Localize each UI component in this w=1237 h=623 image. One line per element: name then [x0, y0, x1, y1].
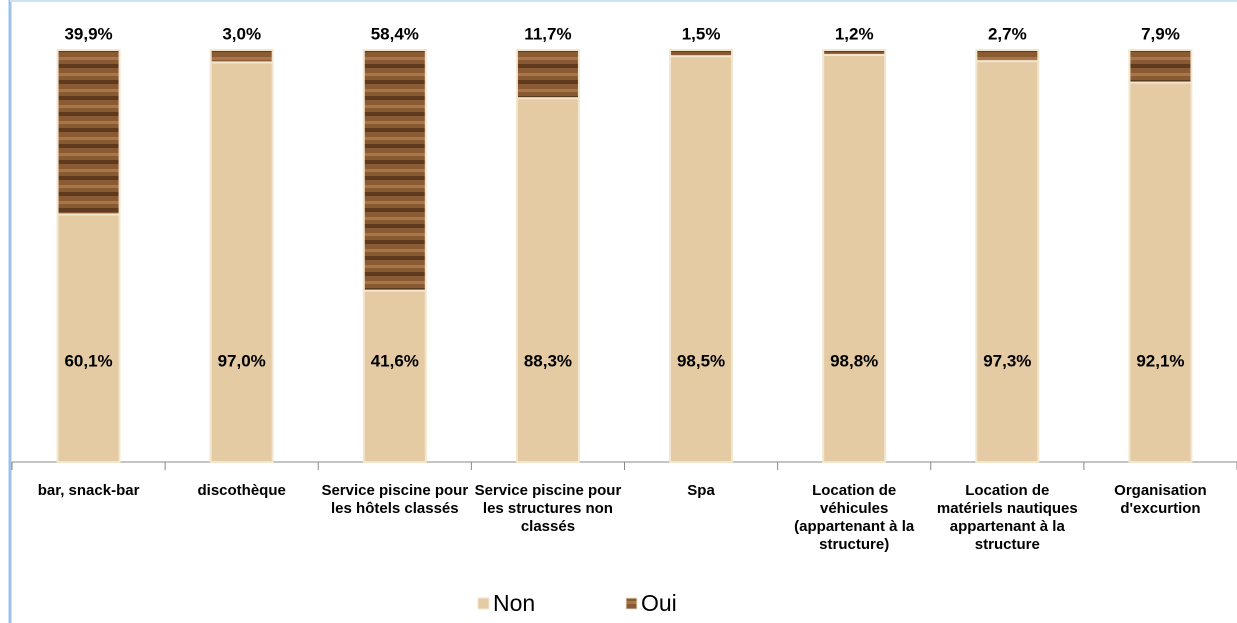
bar-segment: [975, 60, 1040, 464]
bar-segment: [209, 49, 274, 64]
value-label: 11,7%: [524, 24, 571, 43]
bar-segment: [669, 55, 734, 464]
value-label: 60,1%: [64, 351, 112, 370]
x-tick-label: Spa: [687, 482, 715, 499]
value-label: 97,0%: [218, 351, 266, 370]
x-tick-label: Location de matériels nautiques apparten…: [936, 482, 1078, 553]
value-label: 98,8%: [830, 351, 878, 370]
bar-segment: [975, 49, 1040, 63]
bar-segment: [822, 53, 887, 463]
bar-segment: [56, 213, 121, 463]
legend-label: Oui: [641, 590, 677, 616]
bar-segment: [362, 49, 427, 292]
value-label: 1,2%: [835, 24, 874, 43]
bar-segment: [56, 49, 121, 216]
x-tick-label: Organisation d'excurtion: [1114, 482, 1207, 517]
value-label: 88,3%: [524, 351, 572, 370]
value-label: 97,3%: [983, 351, 1031, 370]
value-label: 39,9%: [64, 24, 112, 43]
x-tick-label: bar, snack-bar: [37, 482, 140, 499]
value-label: 2,7%: [988, 24, 1027, 43]
bar-segment: [209, 61, 274, 464]
bar-segment: [1128, 49, 1193, 84]
bar-segment: [1128, 81, 1193, 463]
x-tick-label: Service piscine pour les hôtels classés: [321, 482, 469, 517]
bar-segment: [669, 49, 734, 58]
legend-label: Non: [493, 590, 535, 616]
bar-segment: [515, 49, 580, 100]
value-label: 3,0%: [222, 24, 261, 43]
value-label: 92,1%: [1136, 351, 1184, 370]
x-tick-label: Service piscine pour les structures non …: [474, 482, 622, 535]
bar-segment: [822, 49, 887, 56]
x-tick-label: Location de véhicules (appartenant à la …: [794, 482, 915, 553]
legend-swatch: [477, 597, 490, 610]
bar-segment: [362, 289, 427, 463]
value-label: 98,5%: [677, 351, 725, 370]
x-tick-label: discothèque: [197, 482, 286, 499]
value-label: 58,4%: [371, 24, 419, 43]
value-label: 7,9%: [1141, 24, 1180, 43]
value-label: 41,6%: [371, 351, 419, 370]
bar-segment: [515, 97, 580, 463]
value-label: 1,5%: [682, 24, 721, 43]
legend-swatch: [625, 597, 638, 610]
